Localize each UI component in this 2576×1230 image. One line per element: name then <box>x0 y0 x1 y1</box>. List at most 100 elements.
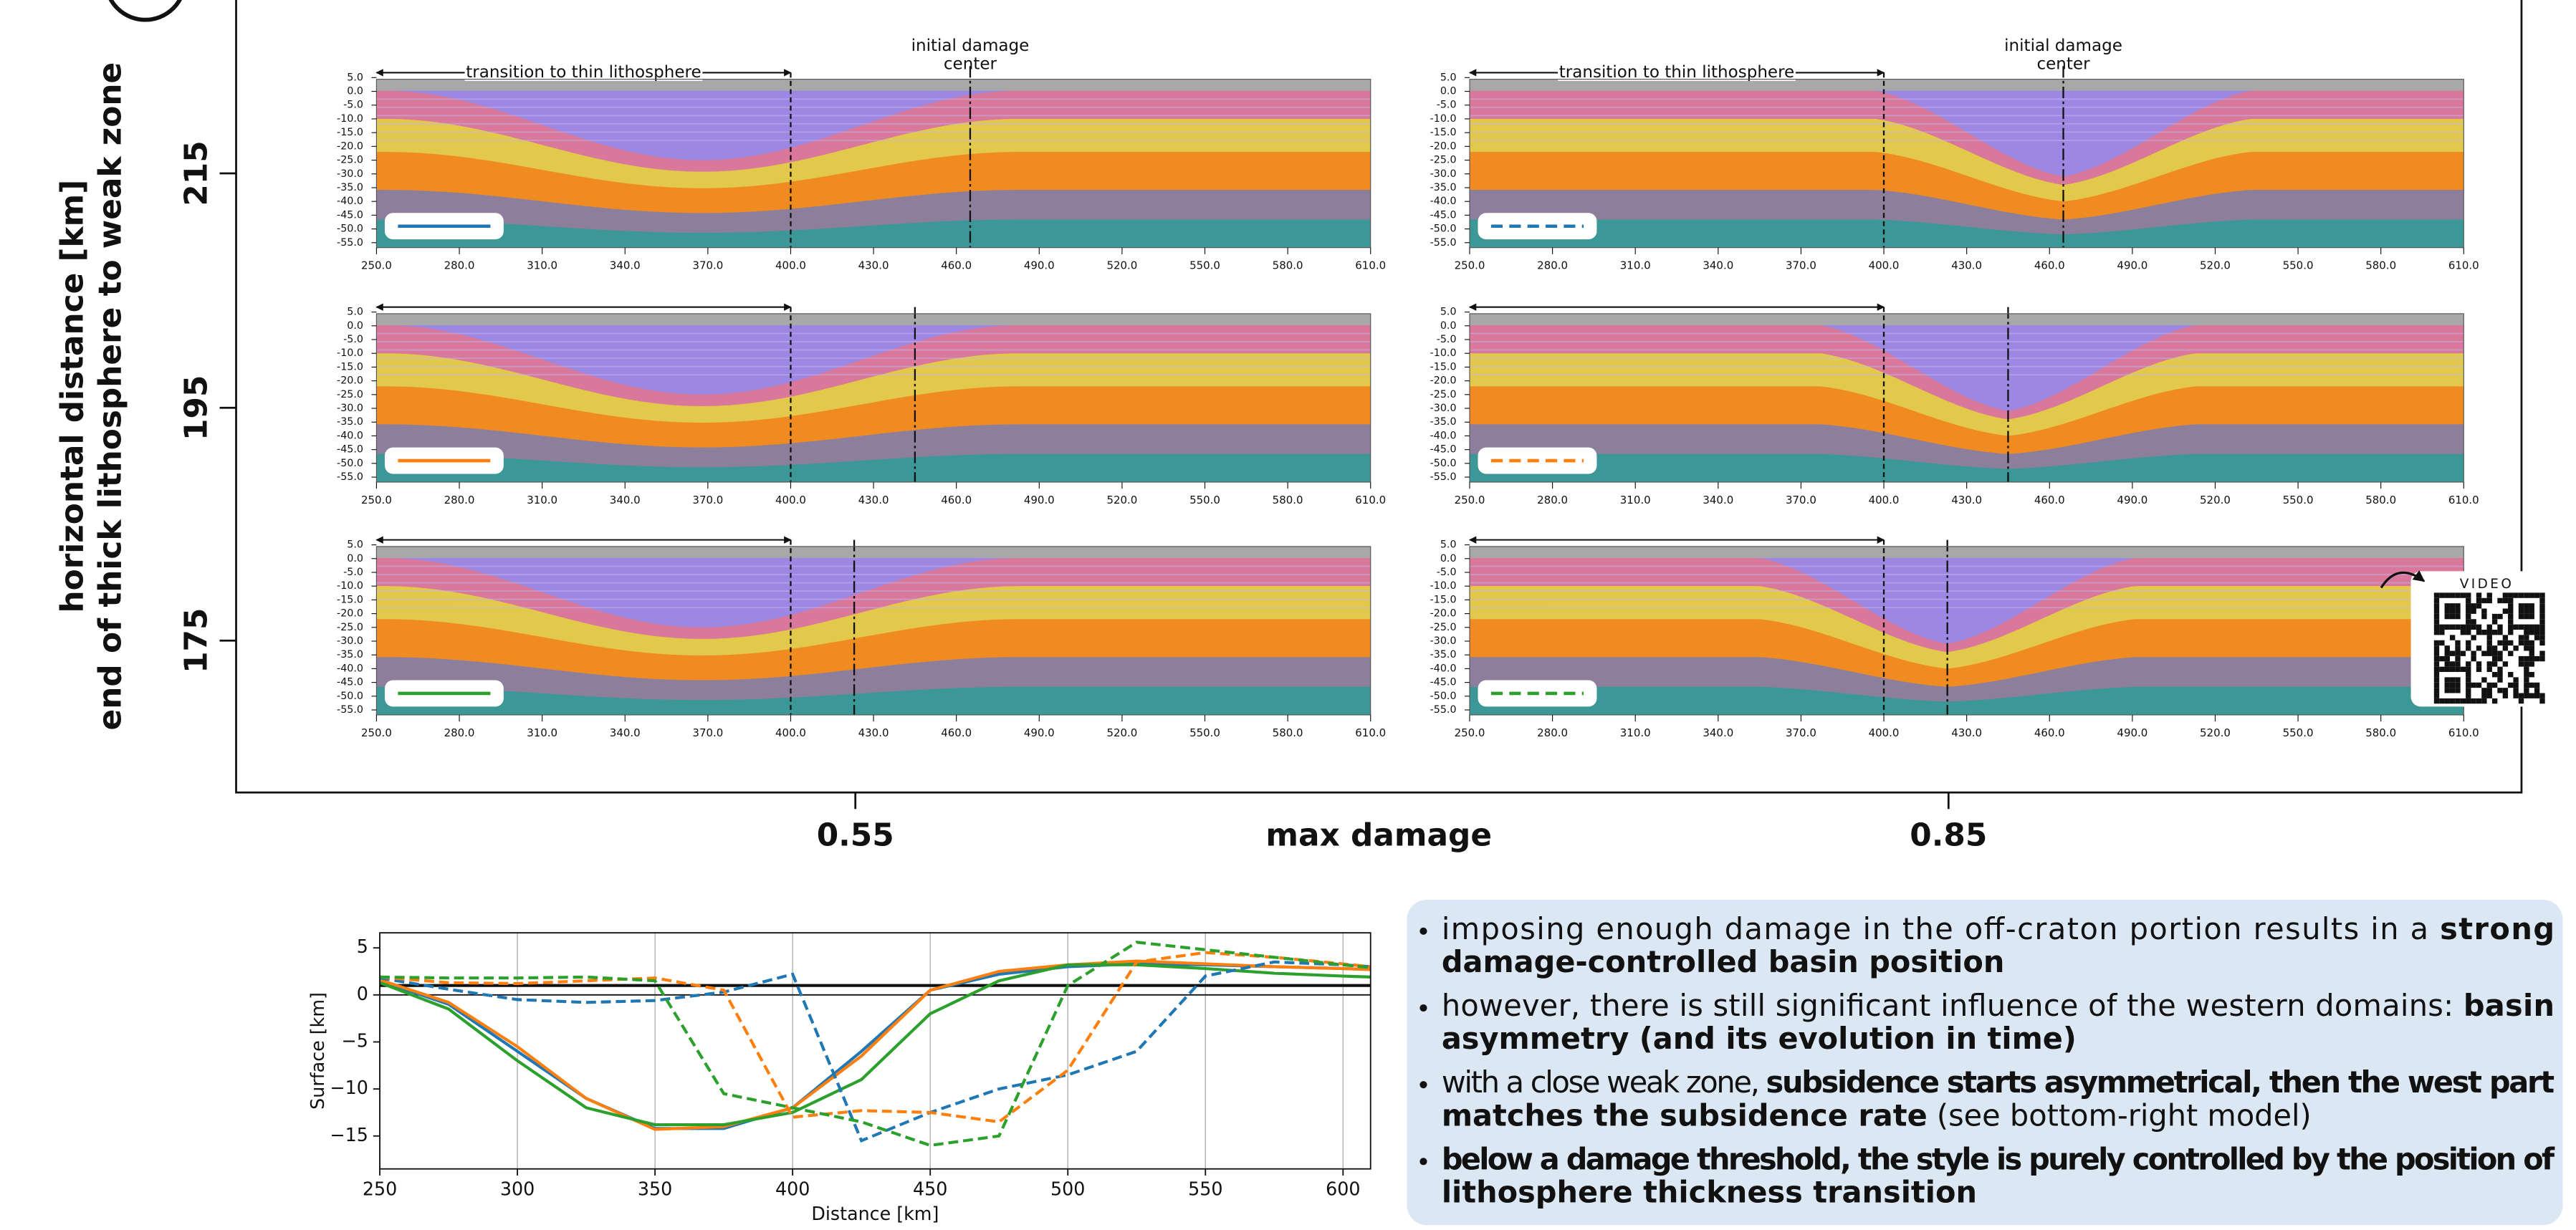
qr-module <box>2466 672 2471 678</box>
distance-tick-label: 460.0 <box>941 259 972 272</box>
qr-module <box>2486 645 2492 651</box>
bullet-line: however, there is still significant infl… <box>1442 988 2555 1023</box>
figure-ylabel: end of thick lithosphere to weak zone <box>92 62 129 731</box>
figure-x-tick-label: 0.55 <box>817 817 894 853</box>
distance-tick-label: 280.0 <box>444 726 475 739</box>
qr-module <box>2529 661 2534 667</box>
qr-module <box>2486 661 2492 667</box>
y-tick-label: −5 <box>342 1029 368 1051</box>
qr-module <box>2518 603 2524 609</box>
qr-module <box>2449 613 2456 620</box>
qr-module <box>2433 682 2440 688</box>
distance-tick-label: 280.0 <box>444 259 475 272</box>
qr-module <box>2529 592 2534 598</box>
qr-module <box>2439 630 2445 635</box>
qr-module <box>2491 661 2498 667</box>
qr-module <box>2466 640 2471 646</box>
depth-tick-label: -50.0 <box>337 224 363 235</box>
qr-module <box>2439 655 2445 662</box>
qr-module <box>2439 624 2445 630</box>
distance-tick-label: 400.0 <box>1869 494 1900 506</box>
qr-module <box>2449 635 2456 640</box>
qr-module <box>2529 624 2534 630</box>
depth-tick-label: -20.0 <box>337 608 363 620</box>
qr-module <box>2539 630 2545 635</box>
distance-tick-label: 430.0 <box>1951 259 1982 272</box>
qr-module <box>2539 640 2545 646</box>
distance-tick-label: 460.0 <box>941 726 972 739</box>
video-label: VIDEO <box>2460 577 2514 592</box>
qr-module <box>2486 630 2492 635</box>
qr-module <box>2497 677 2503 683</box>
rock-layer <box>1469 219 2464 248</box>
distance-tick-label: 430.0 <box>1951 494 1982 506</box>
qr-module <box>2466 698 2471 704</box>
qr-module <box>2455 666 2461 673</box>
distance-tick-label: 430.0 <box>1951 726 1982 739</box>
qr-module <box>2518 655 2524 662</box>
depth-tick-label: -40.0 <box>337 196 363 207</box>
depth-tick-label: -35.0 <box>1430 182 1457 193</box>
rock-layer <box>376 686 1371 715</box>
qr-module <box>2449 698 2456 704</box>
depth-tick-label: -15.0 <box>1430 127 1457 138</box>
distance-tick-label: 430.0 <box>858 726 889 739</box>
depth-tick-label: -10.0 <box>337 580 363 592</box>
line-series <box>379 959 1371 1131</box>
qr-module <box>2433 619 2440 625</box>
distance-tick-label: 490.0 <box>2117 259 2148 272</box>
qr-module <box>2508 630 2514 635</box>
distance-tick-label: 520.0 <box>2200 259 2231 272</box>
qr-module <box>2524 608 2529 614</box>
qr-module <box>2449 592 2456 598</box>
qr-module <box>2481 613 2487 620</box>
qr-module <box>2518 635 2524 640</box>
qr-module <box>2539 698 2545 704</box>
qr-module <box>2539 655 2545 662</box>
qr-module <box>2497 630 2503 635</box>
qr-module <box>2497 655 2503 662</box>
qr-module <box>2433 650 2440 656</box>
qr-module <box>2466 645 2471 651</box>
depth-tick-label: -35.0 <box>1430 416 1457 428</box>
bullet-run: strong <box>2440 911 2555 946</box>
qr-module <box>2471 650 2476 656</box>
figure-y-tick-label: 175 <box>178 608 215 673</box>
qr-module <box>2471 603 2476 609</box>
qr-module <box>2433 645 2440 651</box>
qr-module <box>2518 640 2524 646</box>
qr-module <box>2497 672 2503 678</box>
qr-module <box>2455 688 2461 693</box>
distance-tick-label: 490.0 <box>2117 494 2148 506</box>
qr-module <box>2529 693 2534 698</box>
qr-module <box>2539 650 2545 656</box>
model-panel <box>1469 313 2464 482</box>
depth-tick-label: -30.0 <box>1430 168 1457 180</box>
qr-module <box>2476 666 2482 673</box>
bullet-line: asymmetry (and its evolution in time) <box>1442 1021 2077 1056</box>
distance-tick-label: 310.0 <box>527 726 557 739</box>
qr-module <box>2466 624 2471 630</box>
depth-tick-label: -15.0 <box>1430 594 1457 605</box>
bullet-line: lithosphere thickness transition <box>1442 1174 1977 1209</box>
qr-module <box>2539 597 2545 604</box>
model-panel <box>376 79 1371 248</box>
qr-module <box>2466 592 2471 598</box>
qr-module <box>2460 666 2466 673</box>
qr-module <box>2449 688 2456 693</box>
qr-module <box>2513 624 2519 630</box>
bullet-run: (see bottom-right model) <box>1928 1097 2312 1133</box>
damage-center-label: initial damage <box>2004 37 2122 55</box>
distance-tick-label: 370.0 <box>692 494 723 506</box>
distance-tick-label: 250.0 <box>1455 259 1485 272</box>
depth-tick-label: -25.0 <box>337 389 363 400</box>
qr-module <box>2534 592 2540 598</box>
qr-module <box>2439 666 2445 673</box>
qr-module <box>2513 693 2519 698</box>
qr-module <box>2455 624 2461 630</box>
depth-tick-label: -15.0 <box>1430 361 1457 373</box>
distance-tick-label: 370.0 <box>1786 259 1816 272</box>
qr-module <box>2476 661 2482 667</box>
qr-module <box>2486 666 2492 673</box>
